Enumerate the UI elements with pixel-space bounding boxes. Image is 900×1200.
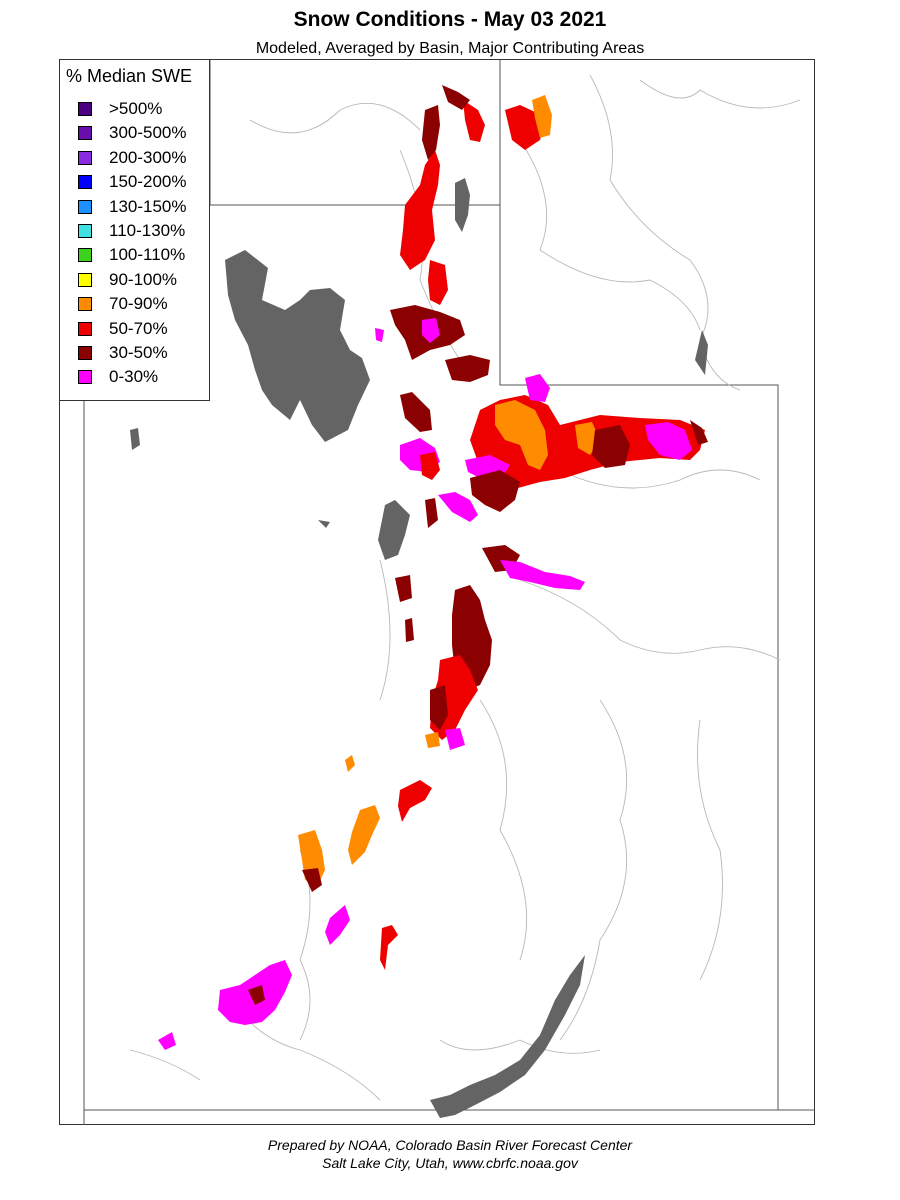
- basin-70-90: [345, 755, 355, 772]
- great-salt-lake: [225, 250, 370, 442]
- legend-label: 0-30%: [109, 367, 159, 387]
- basin-30-50: [470, 470, 520, 512]
- legend-swatch: [78, 224, 92, 238]
- legend-swatch: [78, 346, 92, 360]
- basin-0-30: [445, 728, 465, 750]
- legend-swatch: [78, 175, 92, 190]
- basin-0-30: [158, 1032, 176, 1050]
- basin-30-50: [690, 420, 708, 445]
- legend-item: >500%: [78, 97, 162, 121]
- legend-item: 0-30%: [78, 365, 158, 389]
- legend-label: 150-200%: [109, 172, 187, 192]
- legend-item: 300-500%: [78, 121, 187, 145]
- river: [379, 559, 391, 701]
- water-bodies: [130, 178, 708, 1118]
- legend-label: 50-70%: [109, 318, 168, 338]
- legend-item: 70-90%: [78, 292, 168, 316]
- small-lake: [318, 520, 330, 528]
- legend-label: 30-50%: [109, 343, 168, 362]
- flaming-gorge: [695, 330, 708, 375]
- legend-title: % Median SWE: [66, 66, 193, 86]
- map-subtitle: Modeled, Averaged by Basin, Major Contri…: [255, 40, 645, 57]
- lake-powell: [430, 955, 585, 1118]
- river: [249, 102, 421, 134]
- river: [129, 1049, 201, 1081]
- legend-swatch: [78, 199, 92, 214]
- basin-0-30: [500, 560, 585, 590]
- credit-line-1: Prepared by NOAA, Colorado Basin River F…: [267, 1137, 633, 1153]
- basin-70-90: [425, 732, 440, 748]
- snow-basins: [158, 85, 708, 1050]
- river: [697, 719, 723, 981]
- river: [559, 699, 628, 1041]
- basin-70-90: [348, 805, 380, 865]
- legend-item: 50-70%: [78, 317, 168, 341]
- legend-swatch: [78, 297, 92, 312]
- legend-item: 30-50%: [78, 341, 168, 365]
- basin-30-50: [430, 685, 448, 730]
- basin-70-90: [532, 95, 552, 138]
- basin-0-30: [438, 492, 478, 522]
- legend-label: 90-100%: [109, 269, 178, 289]
- legend-label: 200-300%: [109, 147, 187, 167]
- legend-swatch: [78, 126, 92, 141]
- basin-0-30: [645, 422, 692, 460]
- basin-0-30: [525, 374, 550, 402]
- basin-30-50: [425, 498, 438, 528]
- river: [589, 74, 741, 391]
- river: [479, 699, 528, 961]
- basin-0-30: [422, 318, 440, 343]
- river: [559, 469, 761, 489]
- legend-label: 110-130%: [109, 221, 186, 240]
- legend-swatch: [78, 321, 92, 336]
- legend-swatch: [78, 102, 92, 116]
- legend-item: 130-150%: [78, 195, 187, 219]
- legend-label: 130-150%: [109, 196, 187, 216]
- basin-50-70: [428, 260, 448, 305]
- legend-item: 200-300%: [78, 146, 187, 170]
- legend-item: 110-130%: [78, 219, 185, 243]
- basin-30-50: [442, 85, 470, 110]
- basin-30-50: [400, 392, 432, 432]
- river: [639, 79, 801, 109]
- basin-30-50: [248, 985, 265, 1005]
- legend-label: 100-110%: [109, 245, 186, 265]
- basin-50-70: [463, 100, 485, 142]
- basin-30-50: [592, 425, 630, 468]
- legend-item: 150-200%: [78, 170, 187, 194]
- legend-label: >500%: [109, 99, 163, 118]
- small-lake: [130, 428, 140, 450]
- basin-0-30: [325, 905, 350, 945]
- river: [519, 139, 701, 331]
- basin-30-50: [302, 868, 322, 892]
- utah-lake: [378, 500, 410, 560]
- legend-item: 100-110%: [78, 243, 185, 267]
- river: [439, 1039, 601, 1054]
- basin-70-90: [495, 400, 548, 470]
- basin-50-70: [420, 452, 440, 480]
- basin-30-50: [445, 355, 490, 382]
- basin-30-50: [405, 618, 414, 642]
- legend-swatch: [78, 150, 92, 165]
- river: [519, 579, 781, 661]
- legend-swatch: [78, 272, 92, 287]
- legend-swatch: [78, 370, 92, 385]
- legend-label: 70-90%: [109, 294, 168, 314]
- basin-50-70: [398, 780, 432, 822]
- legend-swatch: [78, 248, 92, 263]
- map-title: Snow Conditions - May 03 2021: [293, 8, 607, 31]
- legend-label: 300-500%: [109, 123, 187, 143]
- credit-line-2: Salt Lake City, Utah, www.cbrfc.noaa.gov: [322, 1155, 578, 1171]
- legend-item: 90-100%: [78, 268, 177, 292]
- basin-30-50: [395, 575, 412, 602]
- basin-30-50: [422, 105, 440, 160]
- basin-50-70: [380, 925, 398, 970]
- basin-50-70: [400, 150, 440, 270]
- bear-lake: [455, 178, 470, 232]
- legend: % Median SWE >500% 300-500% 200-300% 150-20…: [59, 59, 210, 401]
- basin-0-30: [375, 328, 384, 342]
